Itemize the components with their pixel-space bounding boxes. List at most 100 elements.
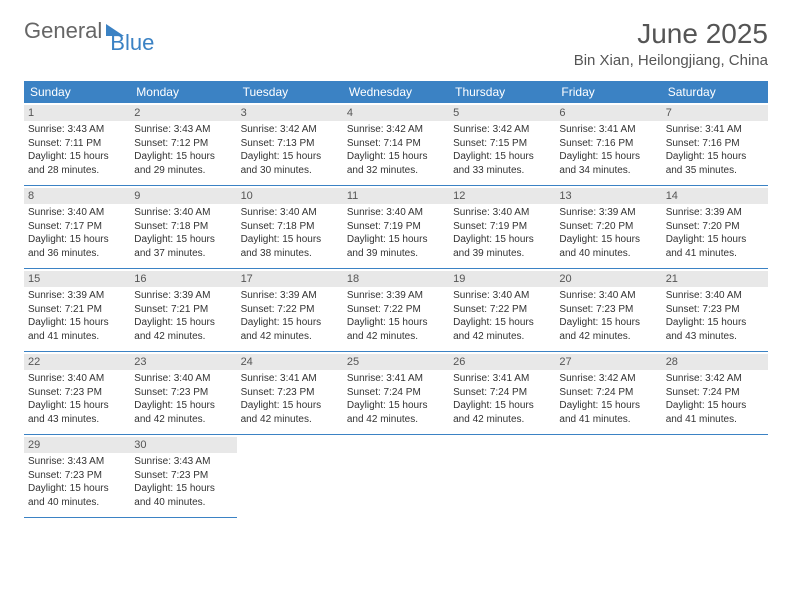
sunset-text: Sunset: 7:21 PM (28, 303, 126, 317)
sunset-text: Sunset: 7:19 PM (453, 220, 551, 234)
day-number: 4 (343, 105, 449, 121)
day-number: 19 (449, 271, 555, 287)
day-info: Sunrise: 3:42 AMSunset: 7:24 PMDaylight:… (666, 372, 764, 426)
sunrise-text: Sunrise: 3:40 AM (453, 206, 551, 220)
day-number: 24 (237, 354, 343, 370)
daylight-text: Daylight: 15 hours and 42 minutes. (241, 316, 339, 343)
sunset-text: Sunset: 7:24 PM (666, 386, 764, 400)
weekday-header: Monday (130, 81, 236, 103)
daylight-text: Daylight: 15 hours and 33 minutes. (453, 150, 551, 177)
day-info: Sunrise: 3:42 AMSunset: 7:14 PMDaylight:… (347, 123, 445, 177)
calendar-row: 8Sunrise: 3:40 AMSunset: 7:17 PMDaylight… (24, 186, 768, 269)
daylight-text: Daylight: 15 hours and 41 minutes. (559, 399, 657, 426)
daylight-text: Daylight: 15 hours and 29 minutes. (134, 150, 232, 177)
sunrise-text: Sunrise: 3:42 AM (666, 372, 764, 386)
day-number: 14 (662, 188, 768, 204)
weekday-header: Saturday (662, 81, 768, 103)
sunrise-text: Sunrise: 3:42 AM (241, 123, 339, 137)
sunset-text: Sunset: 7:11 PM (28, 137, 126, 151)
day-cell: 5Sunrise: 3:42 AMSunset: 7:15 PMDaylight… (449, 103, 555, 186)
day-number: 12 (449, 188, 555, 204)
day-info: Sunrise: 3:39 AMSunset: 7:20 PMDaylight:… (666, 206, 764, 260)
day-number: 3 (237, 105, 343, 121)
sunset-text: Sunset: 7:14 PM (347, 137, 445, 151)
sunrise-text: Sunrise: 3:39 AM (559, 206, 657, 220)
title-block: June 2025 Bin Xian, Heilongjiang, China (574, 18, 768, 69)
sunrise-text: Sunrise: 3:40 AM (559, 289, 657, 303)
day-number: 9 (130, 188, 236, 204)
location-label: Bin Xian, Heilongjiang, China (574, 52, 768, 69)
day-info: Sunrise: 3:40 AMSunset: 7:23 PMDaylight:… (559, 289, 657, 343)
sunset-text: Sunset: 7:23 PM (241, 386, 339, 400)
daylight-text: Daylight: 15 hours and 41 minutes. (666, 233, 764, 260)
empty-cell (343, 435, 449, 518)
sunset-text: Sunset: 7:23 PM (666, 303, 764, 317)
day-info: Sunrise: 3:43 AMSunset: 7:23 PMDaylight:… (28, 455, 126, 509)
day-number: 6 (555, 105, 661, 121)
sunset-text: Sunset: 7:23 PM (134, 469, 232, 483)
day-info: Sunrise: 3:43 AMSunset: 7:11 PMDaylight:… (28, 123, 126, 177)
sunset-text: Sunset: 7:22 PM (347, 303, 445, 317)
daylight-text: Daylight: 15 hours and 35 minutes. (666, 150, 764, 177)
sunset-text: Sunset: 7:24 PM (347, 386, 445, 400)
sunset-text: Sunset: 7:20 PM (666, 220, 764, 234)
day-cell: 26Sunrise: 3:41 AMSunset: 7:24 PMDayligh… (449, 352, 555, 435)
day-number: 23 (130, 354, 236, 370)
sunset-text: Sunset: 7:22 PM (453, 303, 551, 317)
sunset-text: Sunset: 7:16 PM (559, 137, 657, 151)
sunset-text: Sunset: 7:15 PM (453, 137, 551, 151)
logo-text-2: Blue (110, 30, 154, 56)
calendar-row: 15Sunrise: 3:39 AMSunset: 7:21 PMDayligh… (24, 269, 768, 352)
calendar-row: 22 Sunrise: 3:40 AMSunset: 7:23 PMDayligh… (24, 352, 768, 435)
empty-cell (449, 435, 555, 518)
sunrise-text: Sunrise: 3:43 AM (28, 455, 126, 469)
daylight-text: Daylight: 15 hours and 32 minutes. (347, 150, 445, 177)
day-cell: 14 Sunrise: 3:39 AMSunset: 7:20 PMDayligh… (662, 186, 768, 269)
day-info: Sunrise: 3:40 AMSunset: 7:23 PMDaylight:… (28, 372, 126, 426)
sunrise-text: Sunrise: 3:43 AM (134, 123, 232, 137)
day-info: Sunrise: 3:43 AMSunset: 7:23 PMDaylight:… (134, 455, 232, 509)
day-cell: 12Sunrise: 3:40 AMSunset: 7:19 PMDayligh… (449, 186, 555, 269)
day-cell: 16Sunrise: 3:39 AMSunset: 7:21 PMDayligh… (130, 269, 236, 352)
sunrise-text: Sunrise: 3:41 AM (241, 372, 339, 386)
header: General Blue June 2025 Bin Xian, Heilong… (24, 18, 768, 69)
weekday-header: Friday (555, 81, 661, 103)
day-info: Sunrise: 3:42 AMSunset: 7:15 PMDaylight:… (453, 123, 551, 177)
daylight-text: Daylight: 15 hours and 43 minutes. (666, 316, 764, 343)
day-cell: 24 Sunrise: 3:41 AMSunset: 7:23 PMDayligh… (237, 352, 343, 435)
day-info: Sunrise: 3:39 AMSunset: 7:21 PMDaylight:… (134, 289, 232, 343)
sunrise-text: Sunrise: 3:40 AM (347, 206, 445, 220)
day-cell: 13Sunrise: 3:39 AMSunset: 7:20 PMDayligh… (555, 186, 661, 269)
sunrise-text: Sunrise: 3:39 AM (347, 289, 445, 303)
daylight-text: Daylight: 15 hours and 28 minutes. (28, 150, 126, 177)
day-number: 17 (237, 271, 343, 287)
day-info: Sunrise: 3:41 AMSunset: 7:16 PMDaylight:… (559, 123, 657, 177)
day-cell: 10Sunrise: 3:40 AMSunset: 7:18 PMDayligh… (237, 186, 343, 269)
day-number: 22 (24, 354, 130, 370)
sunset-text: Sunset: 7:12 PM (134, 137, 232, 151)
calendar-row: 29Sunrise: 3:43 AMSunset: 7:23 PMDayligh… (24, 435, 768, 518)
sunrise-text: Sunrise: 3:40 AM (28, 206, 126, 220)
daylight-text: Daylight: 15 hours and 42 minutes. (241, 399, 339, 426)
sunrise-text: Sunrise: 3:39 AM (241, 289, 339, 303)
day-cell: 20Sunrise: 3:40 AMSunset: 7:23 PMDayligh… (555, 269, 661, 352)
sunrise-text: Sunrise: 3:40 AM (666, 289, 764, 303)
daylight-text: Daylight: 15 hours and 37 minutes. (134, 233, 232, 260)
sunrise-text: Sunrise: 3:41 AM (347, 372, 445, 386)
day-info: Sunrise: 3:40 AMSunset: 7:18 PMDaylight:… (241, 206, 339, 260)
day-info: Sunrise: 3:39 AMSunset: 7:22 PMDaylight:… (347, 289, 445, 343)
day-cell: 4 Sunrise: 3:42 AMSunset: 7:14 PMDaylight… (343, 103, 449, 186)
daylight-text: Daylight: 15 hours and 40 minutes. (134, 482, 232, 509)
day-info: Sunrise: 3:42 AMSunset: 7:13 PMDaylight:… (241, 123, 339, 177)
logo: General Blue (24, 18, 154, 44)
day-cell: 28 Sunrise: 3:42 AMSunset: 7:24 PMDayligh… (662, 352, 768, 435)
sunset-text: Sunset: 7:24 PM (453, 386, 551, 400)
sunset-text: Sunset: 7:23 PM (28, 469, 126, 483)
sunset-text: Sunset: 7:22 PM (241, 303, 339, 317)
sunset-text: Sunset: 7:21 PM (134, 303, 232, 317)
daylight-text: Daylight: 15 hours and 42 minutes. (134, 316, 232, 343)
day-number: 28 (662, 354, 768, 370)
sunrise-text: Sunrise: 3:43 AM (134, 455, 232, 469)
day-number: 18 (343, 271, 449, 287)
day-cell: 3 Sunrise: 3:42 AMSunset: 7:13 PMDaylight… (237, 103, 343, 186)
